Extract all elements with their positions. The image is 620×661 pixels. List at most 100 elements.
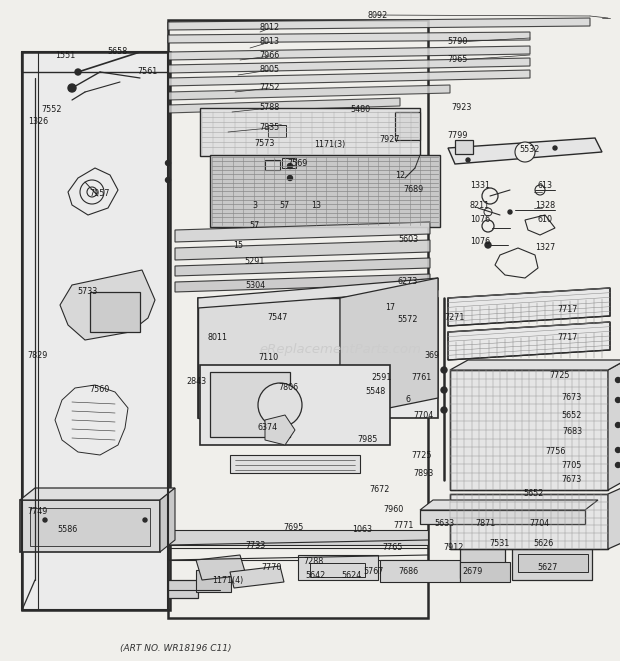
Bar [395, 112, 420, 140]
Circle shape [166, 161, 171, 165]
Text: 5627: 5627 [538, 563, 558, 572]
Polygon shape [60, 270, 155, 340]
Polygon shape [175, 258, 430, 276]
Text: 15: 15 [233, 241, 243, 249]
Text: 7835: 7835 [260, 124, 280, 132]
Text: 5532: 5532 [520, 145, 540, 155]
Text: 5572: 5572 [398, 315, 419, 325]
Bar [198, 298, 438, 418]
Circle shape [441, 387, 447, 393]
Polygon shape [168, 18, 590, 30]
Bar [230, 455, 360, 473]
Circle shape [75, 69, 81, 75]
Text: 5624: 5624 [342, 572, 362, 580]
Polygon shape [175, 222, 430, 242]
Text: 7927: 7927 [379, 136, 401, 145]
Text: 7717: 7717 [558, 334, 578, 342]
Polygon shape [340, 278, 438, 418]
Text: 5658: 5658 [108, 48, 128, 56]
Polygon shape [196, 555, 246, 580]
Bar [30, 508, 150, 546]
Text: 7717: 7717 [558, 305, 578, 315]
Text: 7771: 7771 [394, 522, 414, 531]
Text: 7569: 7569 [288, 159, 308, 167]
Text: 7756: 7756 [546, 447, 566, 457]
Text: 5626: 5626 [533, 539, 553, 547]
Text: 1551: 1551 [55, 52, 75, 61]
Bar [420, 510, 585, 524]
Bar [200, 108, 420, 156]
Bar [268, 125, 286, 137]
Text: 7672: 7672 [370, 485, 390, 494]
Text: 7683: 7683 [562, 428, 582, 436]
Polygon shape [450, 494, 608, 549]
Text: 7547: 7547 [268, 313, 288, 323]
Text: 8011: 8011 [208, 334, 228, 342]
Bar [455, 140, 473, 154]
Polygon shape [448, 138, 602, 164]
Text: 7806: 7806 [278, 383, 298, 393]
Circle shape [616, 377, 620, 383]
Text: 1327: 1327 [535, 243, 555, 253]
Circle shape [508, 210, 512, 214]
Bar [196, 570, 231, 592]
Text: 1171(3): 1171(3) [314, 139, 345, 149]
Text: 1063: 1063 [352, 525, 372, 535]
Bar [210, 372, 290, 437]
Circle shape [273, 161, 278, 165]
Text: 7960: 7960 [384, 506, 404, 514]
Bar [380, 560, 460, 582]
Text: 5652: 5652 [524, 490, 544, 498]
Text: 7893: 7893 [414, 469, 434, 479]
Text: 5304: 5304 [245, 280, 265, 290]
Text: 57: 57 [250, 221, 260, 229]
Text: 7957: 7957 [90, 188, 110, 198]
Text: 7965: 7965 [448, 56, 468, 65]
Text: 8092: 8092 [368, 11, 388, 20]
Text: 369: 369 [425, 350, 440, 360]
Polygon shape [198, 298, 340, 418]
Text: (ART NO. WR18196 C11): (ART NO. WR18196 C11) [120, 644, 231, 652]
Circle shape [616, 463, 620, 467]
Text: 2591: 2591 [372, 373, 392, 383]
Polygon shape [20, 488, 175, 500]
Text: 7985: 7985 [358, 436, 378, 444]
Bar [168, 580, 198, 598]
Circle shape [485, 242, 491, 248]
Text: 5652: 5652 [562, 412, 582, 420]
Polygon shape [608, 360, 620, 490]
Text: 13: 13 [311, 200, 321, 210]
Text: 7560: 7560 [90, 385, 110, 395]
Bar [512, 545, 592, 580]
Bar [460, 562, 510, 582]
Text: 7686: 7686 [398, 568, 418, 576]
Text: 7725: 7725 [412, 451, 432, 461]
Bar [282, 158, 296, 168]
Text: 7288: 7288 [304, 557, 324, 566]
Polygon shape [160, 488, 175, 552]
Circle shape [616, 447, 620, 453]
Text: 7912: 7912 [444, 543, 464, 553]
Circle shape [143, 518, 147, 522]
Text: 7749: 7749 [28, 508, 48, 516]
Bar [450, 494, 608, 549]
Text: 8013: 8013 [260, 38, 280, 46]
Text: 1326: 1326 [28, 118, 48, 126]
Polygon shape [175, 240, 430, 260]
Text: 7923: 7923 [452, 104, 472, 112]
Bar [90, 292, 140, 332]
Text: 3: 3 [252, 200, 257, 210]
Text: 17: 17 [385, 303, 395, 313]
Text: eReplacementParts.com: eReplacementParts.com [259, 344, 421, 356]
Bar [310, 563, 365, 577]
Bar [200, 365, 390, 445]
Circle shape [258, 383, 302, 427]
Bar [168, 530, 428, 545]
Text: 7966: 7966 [260, 52, 280, 61]
Bar [20, 500, 160, 552]
Text: 7704: 7704 [530, 520, 550, 529]
Text: 5788: 5788 [260, 104, 280, 112]
Text: 7110: 7110 [258, 354, 278, 362]
Circle shape [166, 178, 171, 182]
Text: 7271: 7271 [445, 313, 465, 323]
